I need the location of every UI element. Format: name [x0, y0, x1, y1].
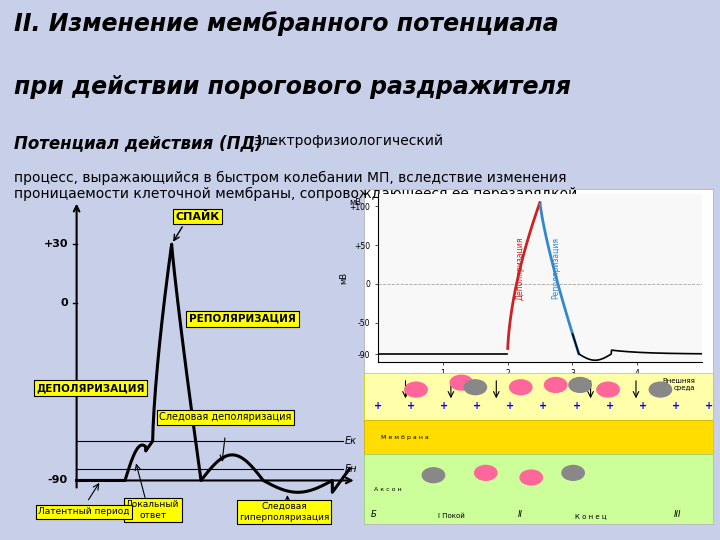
Text: Na⁺: Na⁺	[526, 475, 536, 480]
Circle shape	[520, 470, 542, 485]
Bar	[364, 420, 713, 454]
Text: K⁺: K⁺	[577, 382, 583, 387]
Text: К о н е ц: К о н е ц	[575, 513, 606, 519]
Text: Na⁺: Na⁺	[481, 470, 491, 475]
Y-axis label: мВ: мВ	[339, 272, 348, 284]
Text: +: +	[506, 401, 514, 411]
Circle shape	[405, 382, 427, 397]
Text: Локальный
ответ: Локальный ответ	[126, 501, 179, 519]
Text: при действии порогового раздражителя: при действии порогового раздражителя	[14, 75, 571, 99]
Text: II. Изменение мембранного потенциала: II. Изменение мембранного потенциала	[14, 11, 559, 36]
Bar	[364, 454, 713, 524]
Text: Деполяризация: Деполяризация	[516, 237, 525, 300]
Text: Ек: Ек	[344, 436, 356, 446]
Text: Na⁺: Na⁺	[456, 380, 467, 385]
Circle shape	[510, 380, 532, 395]
Text: процесс, выражающийся в быстром колебании МП, вследствие изменения
проницаемости: процесс, выражающийся в быстром колебани…	[14, 171, 582, 201]
Text: А к с о н: А к с о н	[374, 487, 402, 491]
Circle shape	[474, 465, 497, 480]
Text: III: III	[674, 510, 682, 519]
Circle shape	[464, 380, 487, 395]
Text: РЕПОЛЯРИЗАЦИЯ: РЕПОЛЯРИЗАЦИЯ	[189, 314, 296, 324]
Text: K⁺: K⁺	[657, 387, 664, 392]
Text: Реполяризация: Реполяризация	[552, 238, 561, 299]
Text: мВ: мВ	[349, 198, 361, 207]
Text: СПАЙК: СПАЙК	[176, 212, 220, 221]
Text: +: +	[473, 401, 481, 411]
Text: ДЕПОЛЯРИЗАЦИЯ: ДЕПОЛЯРИЗАЦИЯ	[36, 383, 145, 393]
Text: Потенциал действия (ПД) –: Потенциал действия (ПД) –	[14, 134, 277, 152]
Circle shape	[569, 377, 591, 393]
Text: +: +	[606, 401, 614, 411]
Text: Na⁺: Na⁺	[516, 385, 526, 390]
Text: Следовая деполяризация: Следовая деполяризация	[159, 413, 292, 422]
Text: K⁺: K⁺	[570, 470, 576, 475]
Bar	[364, 373, 713, 420]
Text: -90: -90	[48, 476, 68, 485]
Text: +30: +30	[43, 239, 68, 249]
Text: электрофизиологический: электрофизиологический	[253, 134, 444, 148]
Text: Латентный период: Латентный период	[37, 508, 130, 516]
Text: +: +	[407, 401, 415, 411]
Circle shape	[562, 465, 585, 480]
Text: +: +	[706, 401, 714, 411]
Text: +: +	[572, 401, 580, 411]
Text: Следовая
гиперполяризация: Следовая гиперполяризация	[239, 502, 329, 522]
Text: Na⁺: Na⁺	[411, 387, 421, 392]
Text: K⁺: K⁺	[472, 385, 479, 390]
Text: 0: 0	[60, 298, 68, 308]
Text: K⁺: K⁺	[431, 472, 436, 478]
Text: II: II	[518, 510, 523, 519]
Text: Na⁺: Na⁺	[551, 382, 561, 387]
Circle shape	[422, 468, 445, 483]
Text: +: +	[374, 401, 382, 411]
Text: I Покой: I Покой	[438, 513, 464, 519]
Circle shape	[544, 377, 567, 393]
Text: +: +	[440, 401, 448, 411]
Text: Б: Б	[372, 510, 377, 519]
X-axis label: мс: мс	[534, 380, 546, 389]
Text: +: +	[539, 401, 547, 411]
Text: +: +	[639, 401, 647, 411]
Text: Na⁺: Na⁺	[603, 387, 613, 392]
Text: +: +	[672, 401, 680, 411]
Text: М е м б р а н а: М е м б р а н а	[381, 435, 429, 440]
Circle shape	[450, 375, 472, 390]
Text: Внешняя
среда: Внешняя среда	[662, 378, 696, 391]
Circle shape	[649, 382, 672, 397]
Text: Ен: Ен	[344, 464, 357, 474]
Circle shape	[597, 382, 619, 397]
